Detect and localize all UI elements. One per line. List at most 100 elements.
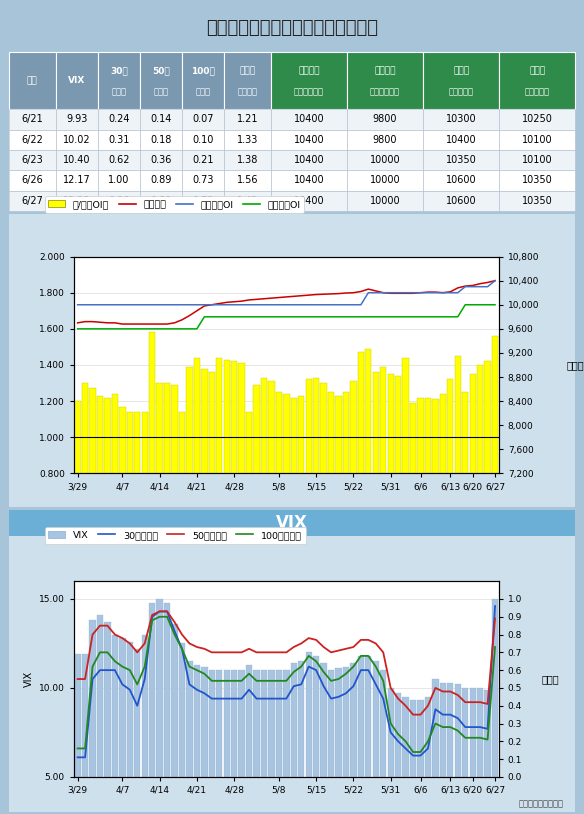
Text: 選擇權波動率指數與賣買權未平倉比: 選擇權波動率指數與賣買權未平倉比 — [206, 20, 378, 37]
Bar — [350, 381, 357, 618]
Bar — [388, 688, 394, 814]
Bar — [9, 129, 55, 150]
Bar — [55, 150, 98, 170]
Text: 10400: 10400 — [446, 134, 477, 145]
Bar — [347, 129, 423, 150]
Bar — [253, 670, 260, 814]
Text: 最大履約價: 最大履約價 — [524, 87, 550, 96]
Bar — [98, 170, 140, 190]
Bar — [231, 670, 237, 814]
Bar — [140, 150, 182, 170]
Text: 百分位: 百分位 — [196, 87, 211, 96]
Bar — [499, 190, 575, 211]
Text: 10350: 10350 — [522, 175, 552, 186]
Text: 10600: 10600 — [446, 175, 477, 186]
Text: 6/21: 6/21 — [21, 115, 43, 125]
Bar — [208, 372, 215, 618]
Bar — [238, 670, 245, 814]
Bar — [358, 352, 364, 618]
Text: 1.21: 1.21 — [237, 115, 258, 125]
Bar — [271, 170, 347, 190]
Text: 1.00: 1.00 — [108, 175, 130, 186]
Bar — [276, 392, 282, 618]
Bar — [410, 700, 416, 814]
Text: 10100: 10100 — [522, 155, 552, 165]
Bar — [171, 624, 178, 814]
Text: 9.93: 9.93 — [66, 115, 88, 125]
Bar — [305, 379, 312, 618]
Bar — [246, 665, 252, 814]
Bar — [268, 381, 274, 618]
Text: 10.40: 10.40 — [63, 155, 91, 165]
Bar — [98, 109, 140, 129]
Bar — [484, 689, 491, 814]
Bar — [343, 392, 349, 618]
Bar — [171, 385, 178, 618]
Bar — [134, 649, 140, 814]
Bar — [395, 694, 401, 814]
Text: 0.89: 0.89 — [150, 195, 172, 206]
Bar — [347, 109, 423, 129]
Bar — [298, 661, 304, 814]
Bar — [224, 670, 230, 814]
Text: 0.07: 0.07 — [192, 115, 214, 125]
Text: 0.89: 0.89 — [150, 175, 172, 186]
Legend: 賣/買權OI比, 加權指數, 買權最大OI, 賣權最大OI: 賣/買權OI比, 加權指數, 買權最大OI, 賣權最大OI — [44, 196, 304, 212]
Bar — [328, 670, 334, 814]
Bar — [224, 150, 271, 170]
Bar — [499, 109, 575, 129]
Bar — [380, 670, 387, 814]
Bar — [423, 170, 499, 190]
Bar — [141, 635, 148, 814]
Text: VIX: VIX — [276, 514, 308, 532]
Bar — [454, 685, 461, 814]
Bar — [432, 679, 439, 814]
Bar — [216, 670, 223, 814]
Text: 未平倉履約價: 未平倉履約價 — [294, 87, 324, 96]
Bar — [462, 688, 468, 814]
Text: 0.18: 0.18 — [150, 134, 172, 145]
Text: 1.42: 1.42 — [237, 195, 258, 206]
Text: 1.33: 1.33 — [237, 134, 258, 145]
Text: 0.10: 0.10 — [192, 134, 214, 145]
Bar — [271, 52, 347, 109]
Bar — [447, 683, 454, 814]
Text: 10400: 10400 — [294, 134, 324, 145]
Bar — [119, 638, 126, 814]
Bar — [182, 170, 224, 190]
Text: 6/23: 6/23 — [21, 155, 43, 165]
Bar — [82, 654, 88, 814]
Bar — [224, 360, 230, 618]
Bar — [321, 383, 327, 618]
Text: 百分位: 百分位 — [112, 87, 126, 96]
Text: 日期: 日期 — [27, 77, 37, 85]
Text: 30日: 30日 — [110, 67, 128, 76]
Text: 0.36: 0.36 — [150, 155, 172, 165]
Bar — [246, 412, 252, 618]
Bar — [335, 668, 342, 814]
Bar — [271, 109, 347, 129]
Text: 100日: 100日 — [191, 67, 215, 76]
Bar — [492, 599, 498, 814]
Bar — [268, 670, 274, 814]
Bar — [97, 615, 103, 814]
Text: 10300: 10300 — [446, 115, 477, 125]
Text: 退賣權: 退賣權 — [529, 67, 545, 76]
Bar — [140, 129, 182, 150]
Bar — [224, 170, 271, 190]
Bar — [105, 397, 110, 618]
Bar — [447, 379, 454, 618]
Text: 10350: 10350 — [522, 195, 552, 206]
Bar — [55, 190, 98, 211]
Y-axis label: VIX: VIX — [23, 671, 33, 687]
Bar — [182, 52, 224, 109]
Bar — [75, 401, 81, 618]
Bar — [423, 129, 499, 150]
Bar — [347, 150, 423, 170]
Bar — [119, 406, 126, 618]
Bar — [9, 52, 55, 109]
Text: 1.56: 1.56 — [237, 175, 258, 186]
Text: 買權最大: 買權最大 — [298, 67, 319, 76]
Text: 10000: 10000 — [370, 195, 401, 206]
Text: 0.96: 0.96 — [108, 195, 130, 206]
